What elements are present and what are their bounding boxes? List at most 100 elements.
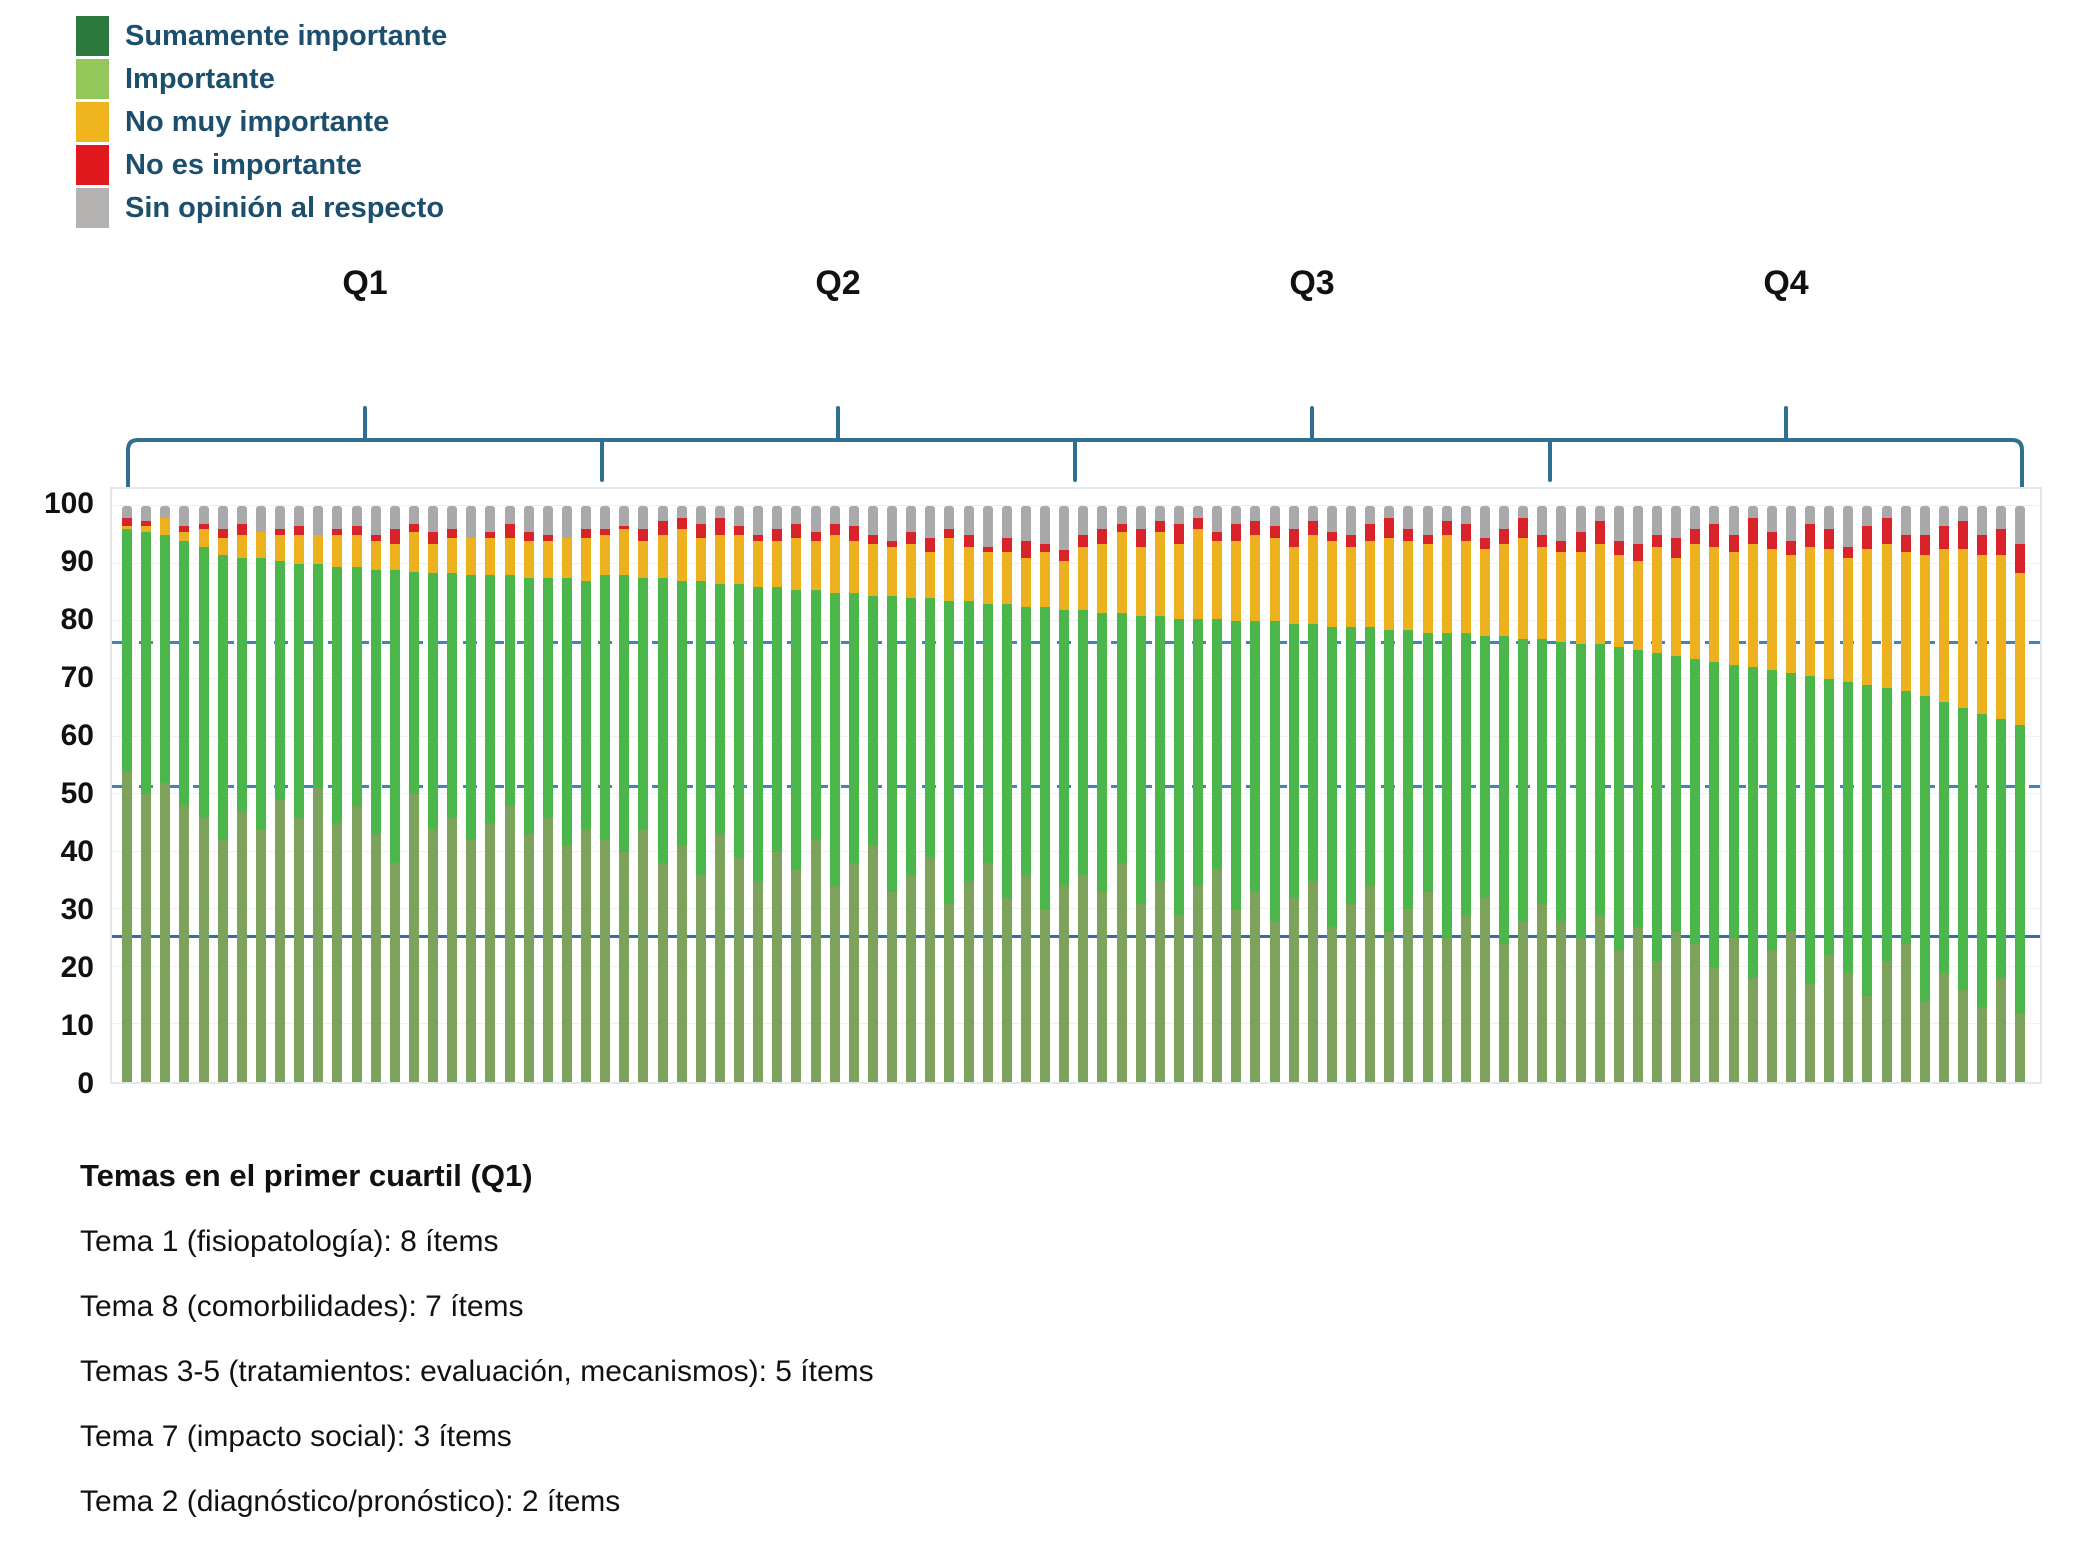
bar-segment bbox=[275, 529, 285, 536]
stacked-bar bbox=[1900, 506, 1911, 1082]
stacked-bar bbox=[542, 506, 553, 1082]
bar-segment bbox=[389, 569, 400, 864]
stacked-bar bbox=[466, 506, 477, 1082]
bar-segment bbox=[963, 546, 974, 602]
bar-segment bbox=[1193, 886, 1203, 1082]
legend-label: No muy importante bbox=[125, 105, 390, 138]
bar-segment bbox=[370, 569, 381, 835]
bar-segment bbox=[1996, 555, 2007, 720]
bar-segment bbox=[1613, 540, 1624, 556]
bar-segment bbox=[1040, 607, 1050, 910]
bar-segment bbox=[351, 566, 362, 806]
bar-segment bbox=[1193, 618, 1203, 887]
bar-segment bbox=[332, 566, 343, 823]
bar-segment bbox=[1652, 961, 1662, 1082]
bar-segment bbox=[638, 828, 649, 1082]
bar-segment bbox=[1900, 535, 1911, 553]
bar-segment bbox=[1001, 552, 1012, 605]
bar-segment bbox=[944, 529, 955, 538]
bar-segment bbox=[332, 506, 343, 530]
reference-line-51 bbox=[112, 785, 2040, 789]
bar-segment bbox=[619, 526, 630, 530]
bar-segment bbox=[887, 892, 897, 1082]
bar-segment bbox=[428, 543, 438, 573]
stacked-bar bbox=[982, 506, 993, 1082]
bar-segment bbox=[714, 584, 725, 835]
bar-segment bbox=[1365, 540, 1376, 628]
stacked-bar bbox=[600, 506, 611, 1082]
stacked-bar bbox=[485, 506, 496, 1082]
bar-segment bbox=[1843, 558, 1854, 682]
bar-segment bbox=[1785, 673, 1796, 933]
bar-segment bbox=[1173, 915, 1184, 1082]
bar-segment bbox=[906, 532, 917, 544]
gridline bbox=[112, 505, 2040, 507]
legend-swatch-icon bbox=[76, 145, 109, 185]
bar-segment bbox=[542, 506, 553, 536]
bar-segment bbox=[1996, 506, 2007, 530]
bar-segment bbox=[925, 552, 936, 599]
bar-segment bbox=[1135, 903, 1146, 1082]
stacked-bar bbox=[906, 506, 917, 1082]
bar-segment bbox=[447, 529, 458, 538]
bar-segment bbox=[1154, 615, 1165, 881]
bar-segment bbox=[485, 575, 496, 823]
stacked-bar bbox=[619, 506, 630, 1082]
bar-segment bbox=[1785, 555, 1796, 674]
stacked-bar bbox=[1709, 506, 1720, 1082]
bar-segment bbox=[1709, 661, 1720, 967]
bar-segment bbox=[1384, 630, 1395, 933]
stacked-bar bbox=[1613, 506, 1624, 1082]
legend-swatch-icon bbox=[76, 59, 109, 99]
bar-segment bbox=[867, 595, 878, 846]
bar-segment bbox=[1269, 621, 1280, 921]
bar-segment bbox=[848, 592, 859, 864]
bar-segment bbox=[485, 506, 496, 533]
bar-segment bbox=[1212, 868, 1223, 1082]
stacked-bar bbox=[1518, 506, 1529, 1082]
bar-segment bbox=[1690, 506, 1701, 530]
bar-segment bbox=[829, 523, 840, 536]
legend-item: Sumamente importante bbox=[76, 16, 447, 56]
gridline bbox=[112, 678, 2040, 679]
stacked-bar bbox=[1040, 506, 1050, 1082]
bar-segment bbox=[657, 535, 668, 579]
bar-segment bbox=[581, 506, 591, 530]
stacked-bar bbox=[1135, 506, 1146, 1082]
bar-segment bbox=[428, 532, 438, 544]
bar-segment bbox=[1403, 630, 1414, 910]
bar-segment bbox=[466, 537, 477, 576]
stacked-bar bbox=[1288, 506, 1299, 1082]
bar-segment bbox=[772, 540, 783, 587]
bar-segment bbox=[217, 506, 228, 530]
bar-segment bbox=[1460, 506, 1471, 524]
bar-segment bbox=[1843, 972, 1854, 1082]
bar-segment bbox=[1212, 532, 1223, 541]
bar-segment bbox=[408, 794, 419, 1082]
stacked-bar bbox=[1116, 506, 1127, 1082]
bar-segment bbox=[1020, 540, 1031, 559]
bar-segment bbox=[1805, 506, 1815, 524]
bar-segment bbox=[1403, 540, 1414, 631]
bar-segment bbox=[1269, 526, 1280, 538]
bar-segment bbox=[370, 535, 381, 541]
bar-segment bbox=[1652, 535, 1662, 547]
reference-line-25 bbox=[112, 935, 2040, 939]
bar-segment bbox=[1040, 506, 1050, 544]
stacked-bar bbox=[1384, 506, 1395, 1082]
bar-segment bbox=[848, 506, 859, 527]
bar-segment bbox=[1958, 520, 1968, 550]
bar-segment bbox=[1575, 532, 1586, 553]
bar-segment bbox=[542, 817, 553, 1082]
bar-segment bbox=[160, 506, 171, 518]
bar-segment bbox=[141, 526, 152, 533]
bar-segment bbox=[887, 546, 897, 596]
legend-label: Sumamente importante bbox=[125, 19, 448, 52]
bar-segment bbox=[1020, 506, 1031, 541]
bar-segment bbox=[810, 540, 821, 590]
bar-segment bbox=[1250, 520, 1261, 536]
stacked-bar bbox=[1652, 506, 1662, 1082]
bar-segment bbox=[1728, 535, 1739, 553]
bar-segment bbox=[1422, 506, 1433, 536]
bar-segment bbox=[791, 506, 802, 524]
